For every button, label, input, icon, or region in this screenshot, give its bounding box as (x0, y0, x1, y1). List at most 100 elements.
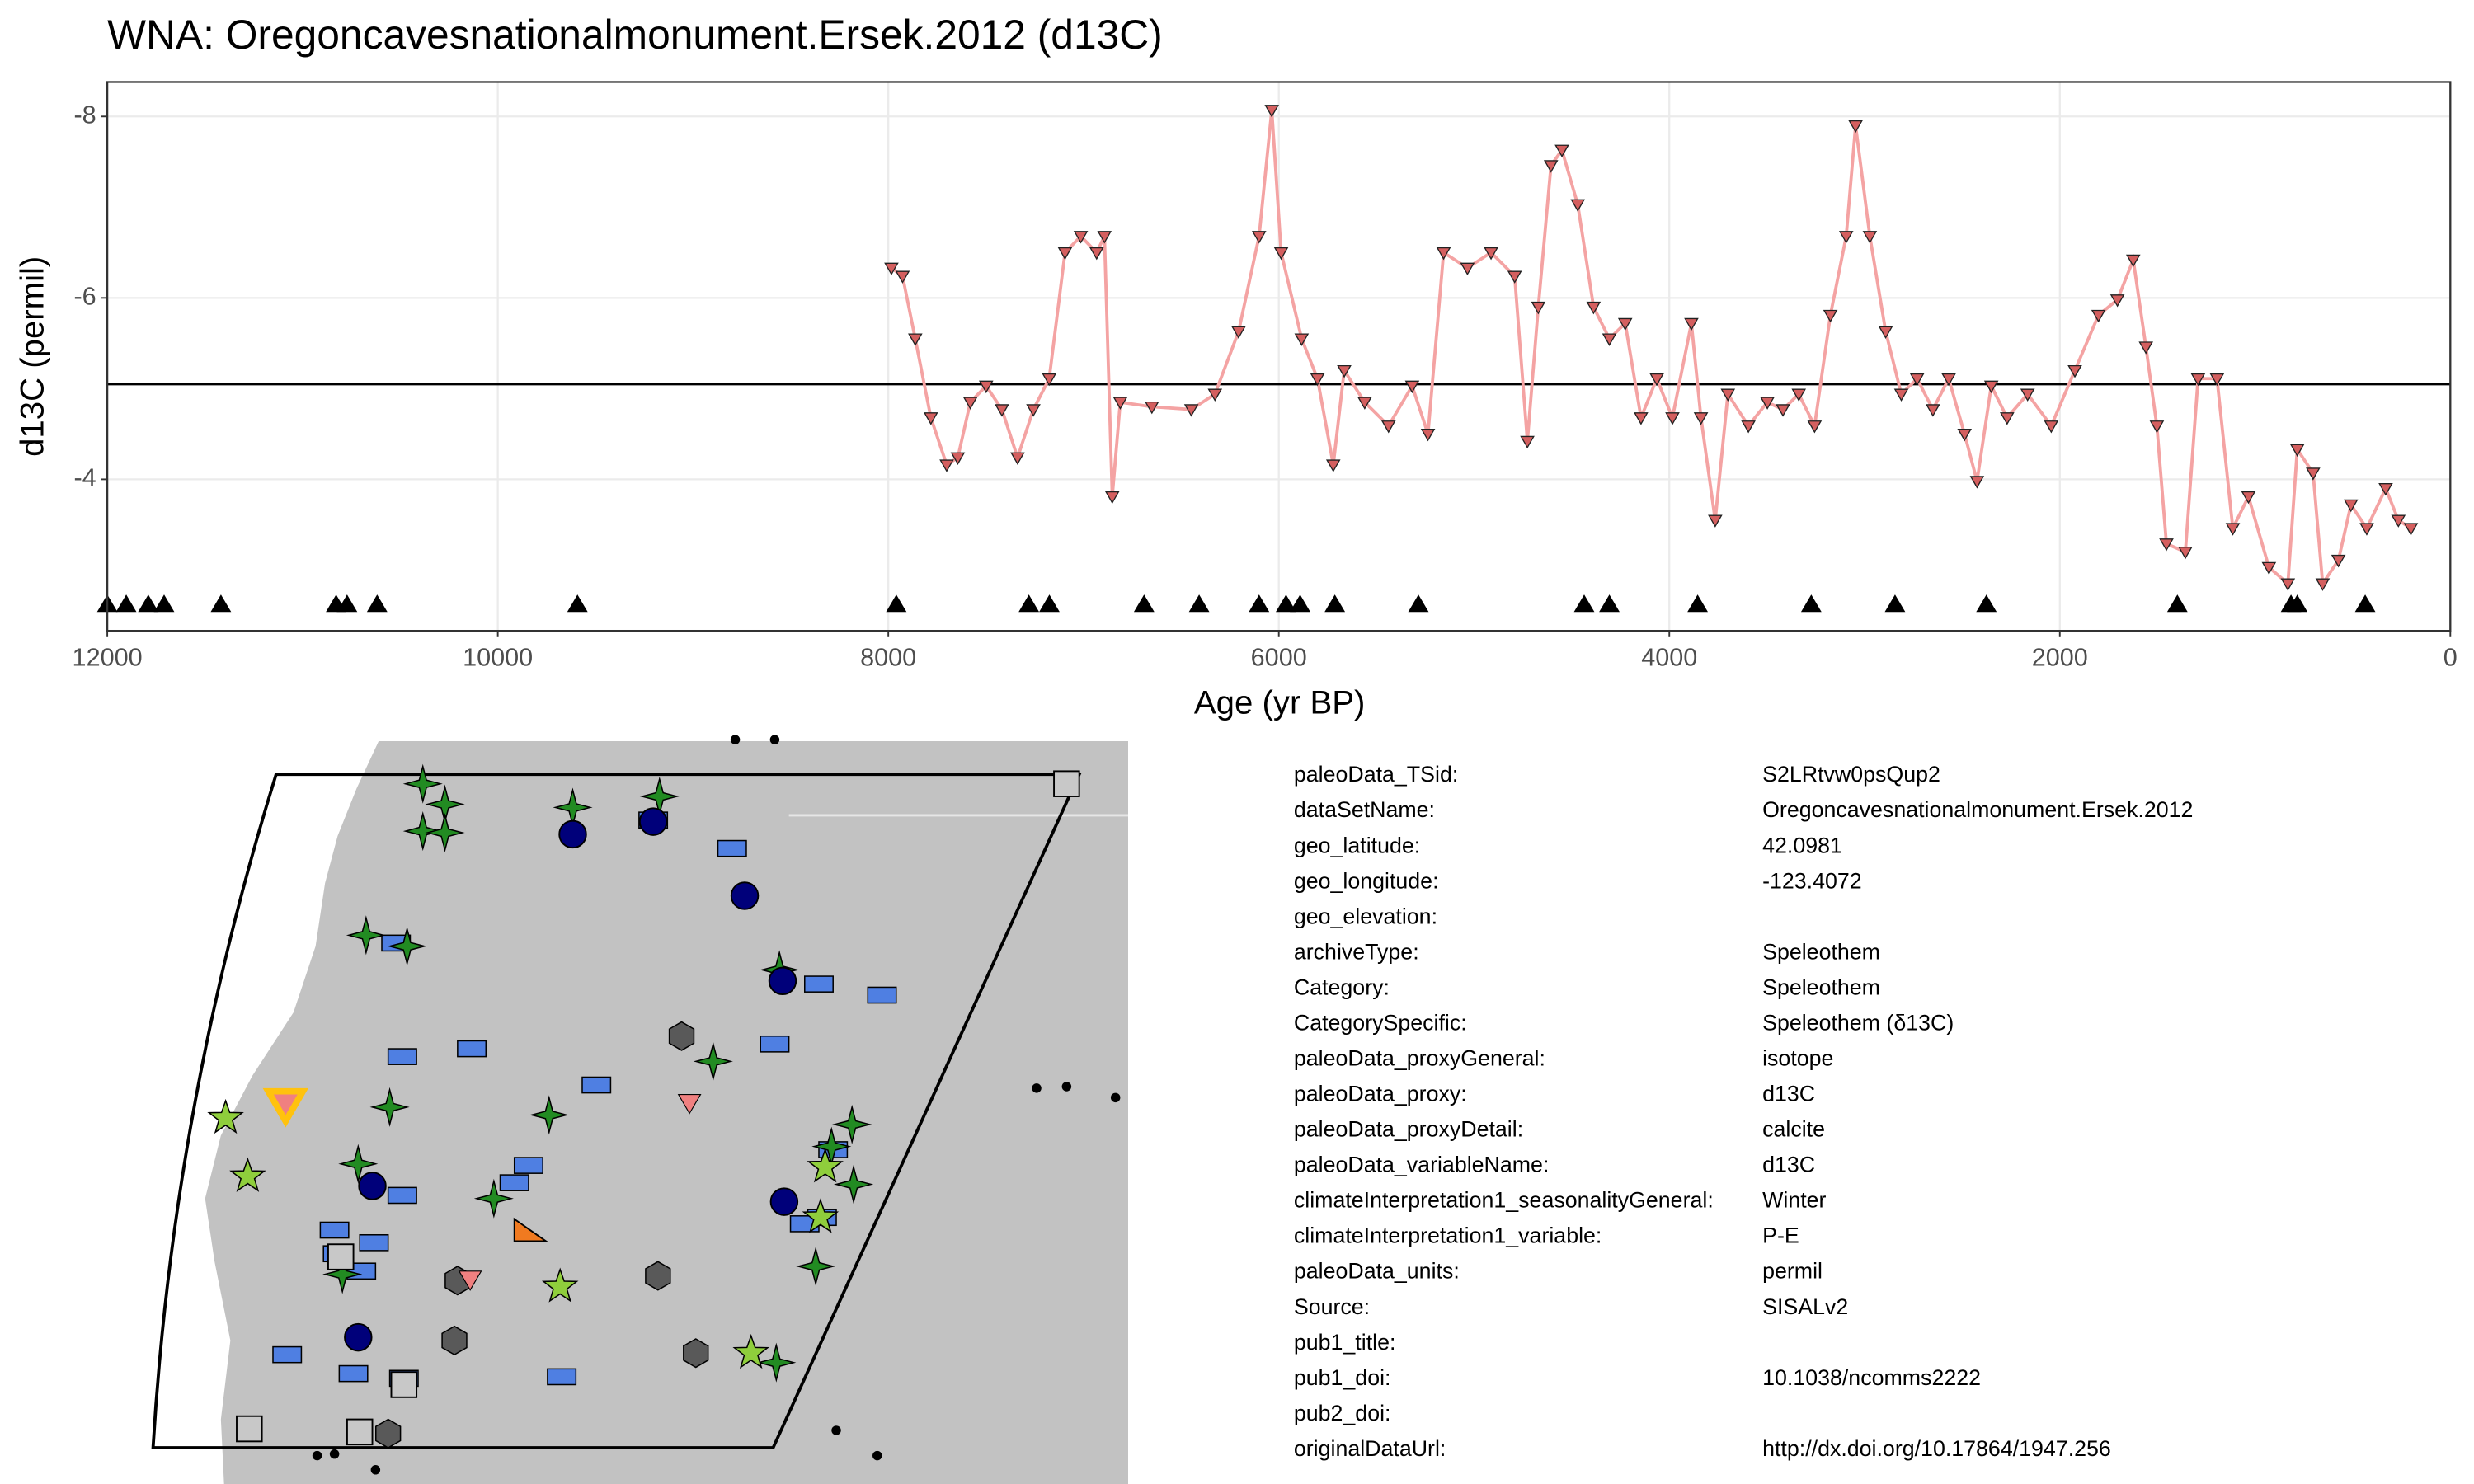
data-point (1720, 388, 1736, 402)
data-point (884, 262, 899, 276)
meta-key: Source: (1294, 1294, 1370, 1319)
chron-point (1290, 594, 1310, 613)
data-point (2331, 554, 2346, 568)
site-marker (832, 1104, 872, 1144)
meta-key: originalDataUrl: (1294, 1436, 1446, 1461)
site-marker (768, 966, 797, 996)
site-marker (402, 811, 443, 852)
site-marker (319, 1221, 350, 1239)
site-marker (359, 1234, 389, 1252)
chron-point (2287, 594, 2308, 613)
data-point (950, 452, 966, 465)
meta-key: geo_longitude: (1294, 868, 1439, 893)
data-point (962, 397, 978, 410)
site-marker (807, 1148, 844, 1183)
data-point (1957, 428, 1973, 442)
site-marker (374, 1418, 402, 1449)
meta-value: P-E (1762, 1223, 1799, 1248)
meta-key: pub1_doi: (1294, 1365, 1391, 1390)
meta-key: geo_latitude: (1294, 833, 1420, 857)
data-point (1520, 435, 1535, 449)
site-marker (387, 1186, 417, 1205)
plot: 12000 10000 8000 6000 4000 2000 0 -8 -6 -4 (73, 81, 2458, 672)
data-point (1823, 309, 1838, 323)
data-point (2159, 538, 2174, 552)
data-point (1926, 404, 1940, 417)
site-marker (677, 1093, 702, 1115)
data-point (1420, 428, 1436, 442)
chron-point (1133, 594, 1155, 613)
x-tick-label: 6000 (1251, 644, 1307, 672)
data-point (1570, 199, 1585, 213)
meta-key: paleoData_proxyGeneral: (1294, 1046, 1545, 1071)
site-marker (760, 1035, 790, 1053)
chron-point (1687, 594, 1709, 613)
site-dot (769, 735, 780, 744)
data-point (1617, 317, 1633, 331)
site-marker (402, 763, 443, 804)
data-point (2149, 420, 2165, 434)
site-marker (541, 1267, 579, 1303)
meta-key: climateInterpretation1_variable: (1294, 1223, 1602, 1248)
data-point (978, 380, 994, 394)
x-tick-label: 12000 (73, 644, 143, 672)
data-point (1231, 326, 1246, 340)
meta-key: pub1_title: (1294, 1330, 1396, 1355)
site-marker (581, 1076, 612, 1094)
data-point (2044, 420, 2059, 434)
y-tick-label: -4 (74, 463, 96, 491)
site-marker (457, 1040, 487, 1058)
meta-value: permil (1762, 1259, 1823, 1284)
site-dot (872, 1450, 882, 1461)
data-point (1436, 247, 1451, 261)
chron-point (115, 594, 137, 613)
site-marker (683, 1338, 709, 1369)
data-point (1507, 270, 1522, 284)
chron-point (886, 594, 907, 613)
data-point (1026, 404, 1041, 417)
site-marker (730, 881, 760, 910)
data-point (1543, 160, 1559, 173)
chart-title: WNA: Oregoncavesnationalmonument.Ersek.2… (107, 12, 1163, 58)
site-dot (312, 1450, 322, 1461)
data-point (2209, 373, 2225, 387)
site-marker (236, 1415, 263, 1443)
site-marker (668, 1021, 695, 1051)
data-point (1684, 317, 1699, 331)
data-point (1207, 388, 1223, 402)
data-point (1089, 247, 1104, 261)
data-point (923, 412, 938, 425)
metadata-table: paleoData_TSid: S2LRtvw0psQup2 dataSetName… (1294, 762, 2194, 1461)
data-point (1144, 401, 1159, 415)
site-marker (769, 1187, 799, 1216)
site-marker (458, 1270, 482, 1291)
data-point (1741, 420, 1756, 434)
data-point (995, 404, 1009, 417)
data-point (2190, 373, 2206, 387)
data-point (1042, 373, 1057, 387)
site-marker (338, 1364, 369, 1383)
site-marker (322, 1254, 363, 1294)
data-point (2261, 561, 2277, 575)
plot-border (106, 81, 2452, 632)
meta-value: Oregoncavesnationalmonument.Ersek.2012 (1762, 797, 2193, 822)
meta-key: paleoData_proxyDetail: (1294, 1117, 1523, 1142)
chron-point (1800, 594, 1822, 613)
data-point (1634, 412, 1649, 425)
data-point (2359, 523, 2374, 536)
data-point (895, 270, 910, 284)
data-point (1273, 247, 1289, 261)
data-point (1893, 388, 1909, 402)
meta-key: CategorySpecific: (1294, 1010, 1467, 1035)
data-point (2091, 309, 2106, 323)
meta-key: geo_elevation: (1294, 904, 1437, 928)
chron-point (1249, 594, 1270, 613)
site-marker (425, 812, 465, 853)
site-marker (756, 1342, 797, 1383)
site-marker (441, 1325, 468, 1356)
data-point (2241, 491, 2256, 505)
data-point (2315, 578, 2331, 591)
chron-point (2166, 594, 2188, 613)
site-marker (387, 926, 427, 966)
data-point (1909, 373, 1925, 387)
